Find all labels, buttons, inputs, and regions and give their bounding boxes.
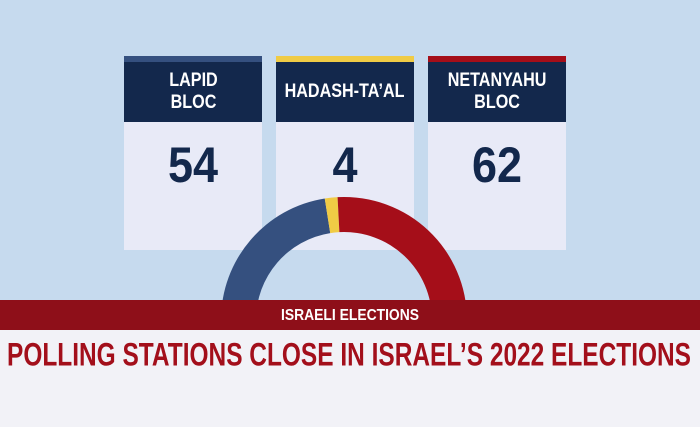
party-name: HADASH-TA’AL	[285, 81, 405, 102]
party-card: NETANYAHU BLOC 62	[428, 56, 566, 250]
party-name: NETANYAHU BLOC	[447, 70, 547, 113]
color-bar	[276, 56, 414, 62]
donut-segment	[324, 197, 340, 234]
headline-box	[0, 330, 700, 427]
banner-label: ISRAELI ELECTIONS	[281, 307, 419, 324]
donut-segment	[221, 198, 331, 320]
seat-count: 62	[471, 137, 523, 193]
banner	[0, 300, 700, 330]
card-header: LAPID BLOC	[124, 62, 262, 122]
headline: POLLING STATIONS CLOSE IN ISRAEL’S 2022 …	[7, 336, 691, 372]
party-card: LAPID BLOC 54	[124, 56, 262, 250]
card-header: NETANYAHU BLOC	[428, 62, 566, 122]
color-bar	[124, 56, 262, 62]
seat-count: 54	[167, 137, 219, 193]
card-header: HADASH-TA’AL	[276, 62, 414, 122]
donut-segment	[337, 197, 467, 320]
color-bar	[428, 56, 566, 62]
seat-count: 4	[332, 137, 358, 193]
party-name: LAPID BLOC	[168, 70, 218, 113]
